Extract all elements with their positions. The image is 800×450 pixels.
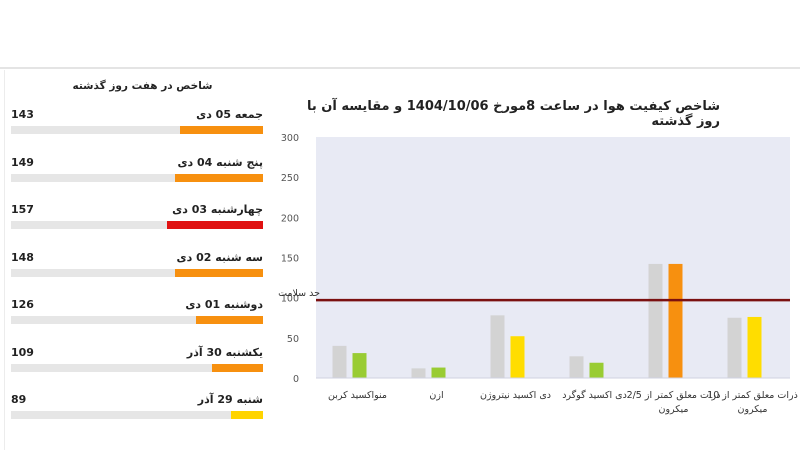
- bar-current: [510, 336, 525, 378]
- day-row: 109 یکشنبه 30 آذر: [11, 346, 263, 380]
- day-aqi-fill: [180, 126, 263, 134]
- day-label: شنبه 29 آذر: [197, 393, 263, 406]
- day-row: 148 سه شنبه 02 دی: [11, 251, 263, 285]
- day-aqi-value: 126: [11, 298, 34, 311]
- health-limit-label: حد سلامت: [278, 288, 320, 299]
- day-aqi-track: [11, 316, 263, 324]
- y-tick-label: 50: [287, 334, 299, 345]
- y-tick-label: 300: [281, 133, 299, 144]
- x-category-label: ازن: [429, 390, 443, 401]
- day-row: 143 جمعه 05 دی: [11, 108, 263, 142]
- day-aqi-value: 109: [11, 345, 34, 359]
- day-aqi-value: 148: [11, 250, 34, 264]
- y-tick-label: 0: [293, 374, 299, 385]
- x-category-label: میکرون: [737, 404, 767, 415]
- day-aqi-track: [11, 363, 263, 372]
- day-aqi-fill: [196, 316, 263, 324]
- seven-day-panel: شاخص در هفت روز گذشته 143 جمعه 05 دی 149 پن…: [4, 70, 287, 450]
- bar-previous-day: [490, 315, 505, 378]
- bar-current: [747, 316, 762, 378]
- y-tick-label: 100: [281, 294, 299, 305]
- day-aqi-track: [11, 221, 263, 229]
- bar-current: [352, 353, 367, 378]
- x-category-label: دی اکسید نیتروژن: [480, 390, 551, 401]
- x-category-label: ذرات معلق کمتر از 10: [707, 390, 798, 401]
- day-aqi-value: 149: [11, 155, 34, 169]
- x-category-label: منواکسید کربن: [328, 390, 387, 401]
- day-aqi-fill: [167, 221, 263, 229]
- y-tick-label: 150: [281, 254, 299, 265]
- bar-previous-day: [648, 263, 663, 378]
- bar-previous-day: [569, 356, 584, 378]
- day-label: چهارشنبه 03 دی: [172, 203, 263, 216]
- bar-previous-day: [411, 368, 426, 378]
- day-label: جمعه 05 دی: [196, 108, 263, 121]
- day-aqi-value: 157: [11, 203, 34, 216]
- day-aqi-value: 89: [11, 393, 27, 406]
- bar-previous-day: [332, 345, 347, 378]
- bar-current: [589, 362, 604, 378]
- day-aqi-fill: [174, 173, 263, 182]
- day-label: یکشنبه 30 آذر: [186, 345, 263, 359]
- day-label: دوشنبه 01 دی: [185, 298, 263, 311]
- day-aqi-fill: [212, 363, 263, 372]
- chart-title: شاخص کیفیت هوا در ساعت 8مورخ 1404/10/06 …: [306, 99, 720, 129]
- day-aqi-track: [11, 268, 263, 277]
- day-aqi-fill: [231, 411, 263, 419]
- plot-area: [316, 137, 790, 378]
- bar-current: [431, 367, 446, 378]
- day-aqi-track: [11, 126, 263, 134]
- y-tick-label: 200: [281, 213, 299, 224]
- x-category-label: ذرات معلق کمتر از 2/5: [627, 390, 721, 401]
- day-row: 89 شنبه 29 آذر: [11, 393, 263, 427]
- day-aqi-track: [11, 411, 263, 419]
- day-aqi-fill: [175, 268, 263, 277]
- y-tick-label: 250: [281, 173, 299, 184]
- day-row: 157 چهارشنبه 03 دی: [11, 203, 263, 237]
- bar-current: [668, 263, 683, 378]
- day-row: 126 دوشنبه 01 دی: [11, 298, 263, 332]
- header-divider: [0, 67, 800, 69]
- seven-day-title: شاخص در هفت روز گذشته: [72, 80, 213, 92]
- x-category-label: دی اکسید گوگرد: [562, 389, 627, 401]
- day-label: پنج شنبه 04 دی: [177, 155, 263, 169]
- day-aqi-track: [11, 173, 263, 182]
- day-label: سه شنبه 02 دی: [176, 250, 264, 264]
- x-category-label: میکرون: [658, 404, 688, 415]
- day-row: 149 پنج شنبه 04 دی: [11, 156, 263, 190]
- day-aqi-value: 143: [11, 108, 34, 121]
- bar-previous-day: [727, 317, 742, 378]
